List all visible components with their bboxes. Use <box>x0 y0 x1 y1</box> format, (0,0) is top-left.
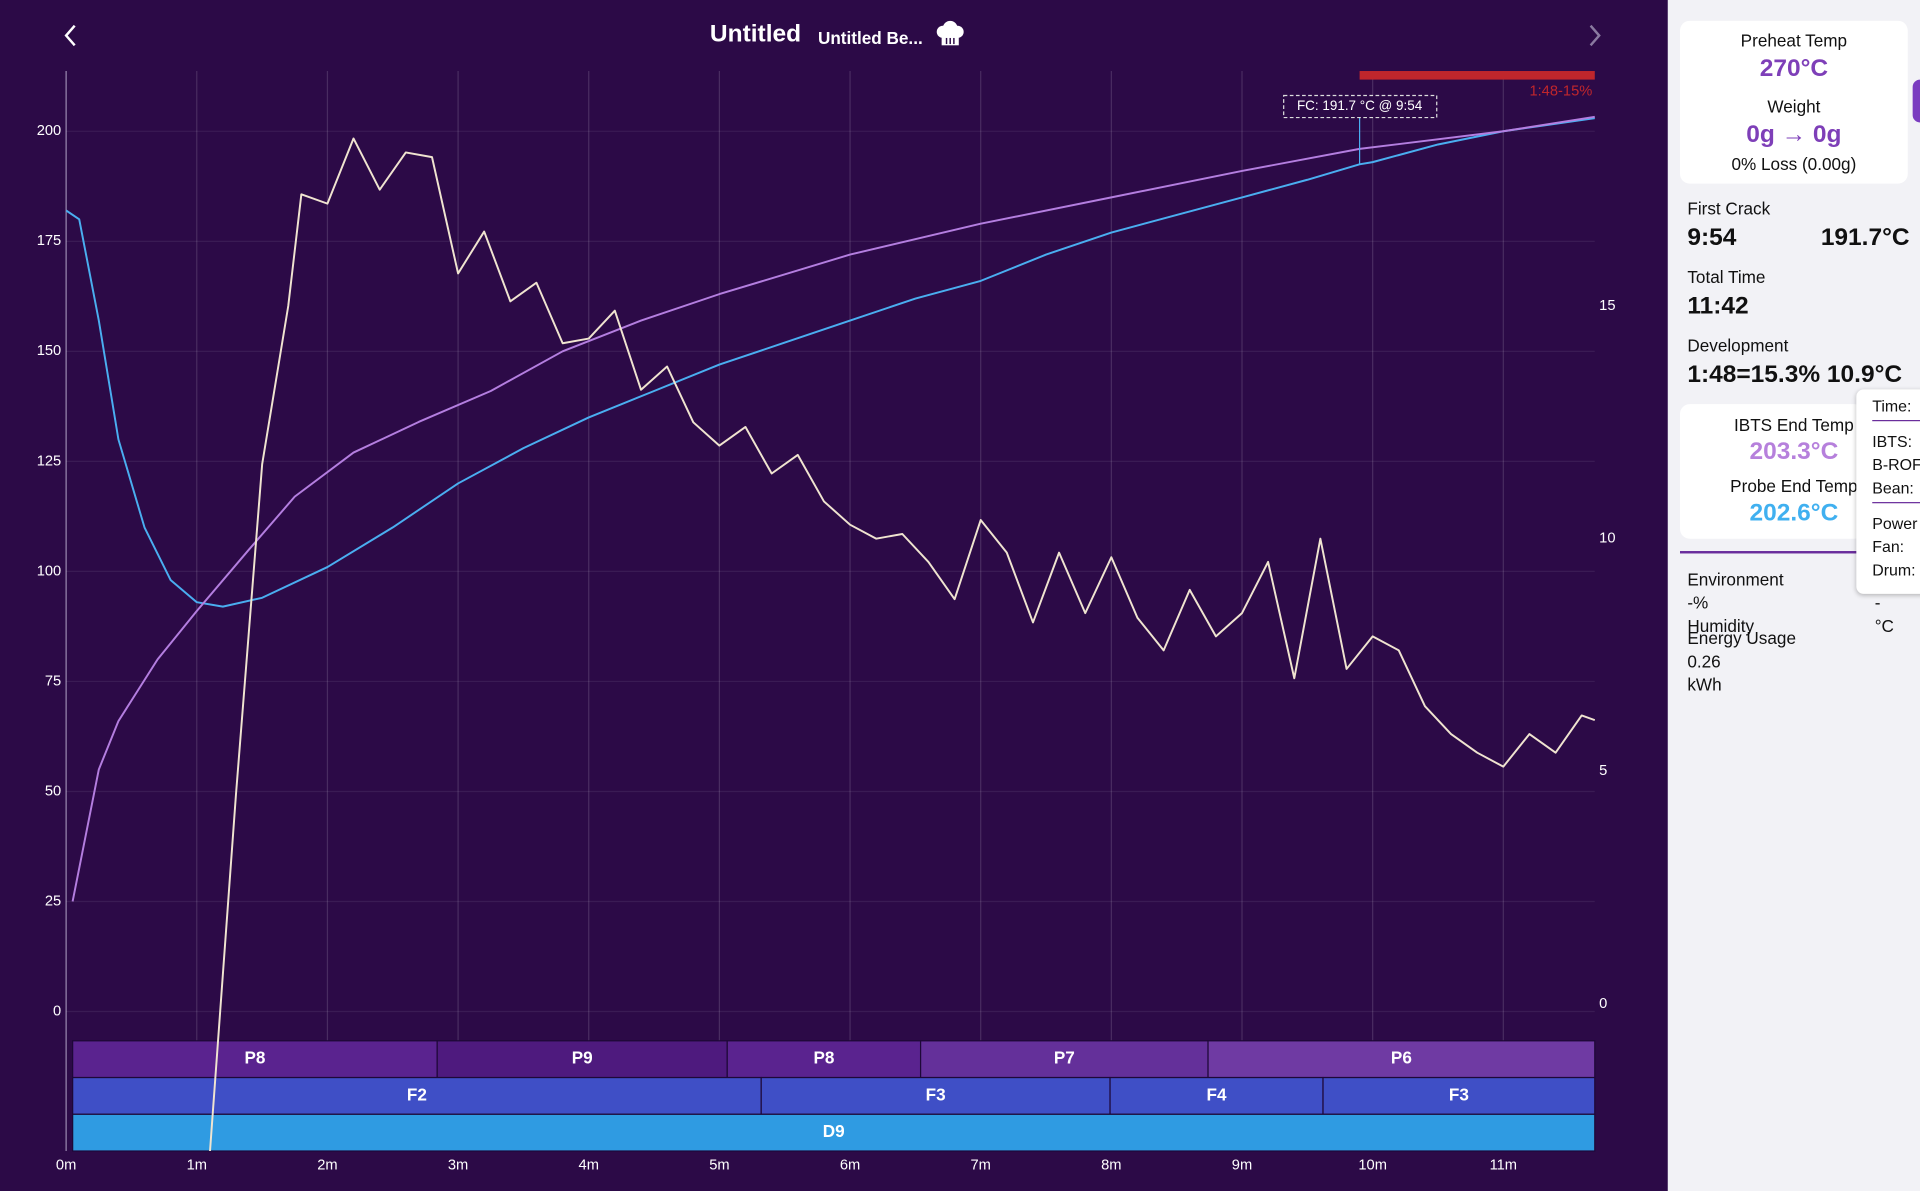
bean-name: Untitled Be... <box>817 28 923 48</box>
series-line <box>71 115 1595 902</box>
x-tick-label: 4m <box>579 1158 599 1174</box>
y-tick-label: 75 <box>45 673 61 689</box>
x-tick-label: 1m <box>187 1158 207 1174</box>
forward-button[interactable] <box>1589 24 1601 47</box>
label: Probe End Temp <box>1730 476 1858 496</box>
value: -% <box>1687 592 1709 613</box>
series-group <box>66 115 1596 1152</box>
fc-box <box>1283 94 1438 119</box>
value: 0g → 0g <box>1746 121 1842 149</box>
chef-hat-icon[interactable] <box>936 20 964 46</box>
fan-label: F4 <box>1207 1084 1227 1104</box>
sidebar: Preheat Temp 270°C Weight 0g → 0g 0% Los… <box>1668 0 1920 1191</box>
x-tick-label: 5m <box>709 1158 729 1174</box>
power-label: P8 <box>813 1048 834 1068</box>
power-label: P7 <box>1054 1048 1075 1068</box>
roast-title: Untitled <box>709 20 802 48</box>
x-tick-label: 10m <box>1358 1158 1387 1174</box>
x-tick-label: 11m <box>1490 1158 1517 1174</box>
development-bar <box>1359 71 1595 80</box>
side-tab[interactable] <box>1912 79 1920 123</box>
power-segment <box>919 1040 1209 1079</box>
y-tick-label: 175 <box>37 233 62 249</box>
value: - <box>1874 592 1881 613</box>
x-tick-label: 0m <box>56 1158 76 1174</box>
value: 270°C <box>1759 55 1829 83</box>
fan-label: F3 <box>926 1084 946 1104</box>
x-tick-label: 6m <box>840 1158 860 1174</box>
label: Energy Usage <box>1687 628 1796 648</box>
label: Environment <box>1687 569 1784 589</box>
power-segment <box>72 1040 438 1079</box>
power-label: P9 <box>572 1048 593 1068</box>
label: Total Time <box>1687 266 1766 287</box>
fan-segment <box>72 1076 762 1115</box>
x-tick-label: 3m <box>448 1158 468 1174</box>
x-tick-label: 7m <box>970 1158 990 1174</box>
x-tick-label: 2m <box>317 1158 337 1174</box>
fan-segment <box>1322 1076 1596 1115</box>
y2-tick-label: 15 <box>1599 298 1615 314</box>
fan-label: F2 <box>407 1084 427 1104</box>
tooltip-row: Fan: <box>1872 537 1905 556</box>
label: IBTS End Temp <box>1734 415 1854 435</box>
label: °C <box>1874 615 1894 636</box>
end-temp-card <box>1680 404 1864 539</box>
development-label: 1:48-15% <box>1529 84 1592 100</box>
value: 202.6°C <box>1749 499 1839 527</box>
label: Development <box>1687 335 1789 356</box>
y2-tick-label: 10 <box>1599 531 1615 547</box>
series-line <box>209 137 1596 1152</box>
label: Weight <box>1767 96 1821 117</box>
back-button[interactable] <box>64 24 76 47</box>
tooltip-row: B-ROF <box>1872 455 1920 474</box>
tooltip-row: Drum: <box>1872 560 1916 580</box>
power-label: P6 <box>1391 1048 1412 1068</box>
value: 1:48=15.3% 10.9°C <box>1687 361 1903 389</box>
value: 0.26 <box>1687 651 1721 672</box>
tooltip-divider <box>1872 420 1920 422</box>
y-tick-label: 50 <box>45 783 61 799</box>
power-label: P8 <box>244 1048 265 1068</box>
divider <box>1680 551 1858 554</box>
x-tick-label: 9m <box>1232 1158 1252 1174</box>
drum-label: D9 <box>823 1121 845 1141</box>
label: Humidity <box>1687 615 1755 636</box>
value: 203.3°C <box>1749 438 1839 466</box>
y-tick-label: 150 <box>37 343 62 359</box>
value: 191.7°C <box>1820 224 1910 252</box>
y2-tick-label: 0 <box>1599 996 1607 1012</box>
power-segment <box>436 1040 728 1079</box>
label: First Crack <box>1687 198 1771 218</box>
y-tick-label: 25 <box>45 893 61 909</box>
fan-segment <box>1109 1076 1324 1115</box>
drum-segment <box>72 1113 1596 1152</box>
value: 0% Loss (0.00g) <box>1731 154 1857 174</box>
tooltip-row: Time: <box>1872 396 1912 416</box>
label: kWh <box>1687 674 1722 695</box>
y-tick-label: 0 <box>53 1003 61 1019</box>
fc-label: FC: 191.7 °C @ 9:54 <box>1297 98 1423 113</box>
fan-label: F3 <box>1449 1084 1469 1104</box>
y2-tick-label: 5 <box>1599 763 1607 779</box>
chart-panel: 0m 1m 2m 3m 4m 5m 6m 7m 8m 9m 10m 11m 0 25 50 75 100 125 1… <box>0 0 1668 1191</box>
tooltip-divider <box>1872 502 1920 504</box>
y-tick-label: 100 <box>37 563 62 579</box>
y-tick-label: 200 <box>37 123 62 139</box>
tooltip-row: IBTS: <box>1872 432 1913 451</box>
y-tick-label: 125 <box>37 453 62 469</box>
x-tick-label: 8m <box>1101 1158 1121 1174</box>
tooltip-row: Power <box>1872 514 1918 533</box>
series-line <box>66 117 1595 608</box>
value: 11:42 <box>1687 292 1749 320</box>
power-segment <box>726 1040 922 1079</box>
tooltip: Time: IBTS: B-ROF Bean: Power Fan: Drum: <box>1856 389 1920 594</box>
preheat-card <box>1680 20 1908 184</box>
value: 9:54 <box>1687 224 1737 252</box>
roast-chart: 0m 1m 2m 3m 4m 5m 6m 7m 8m 9m 10m 11m02550751001251… <box>37 20 1616 1174</box>
label: Preheat Temp <box>1740 30 1848 51</box>
tooltip-row: Bean: <box>1872 478 1914 498</box>
